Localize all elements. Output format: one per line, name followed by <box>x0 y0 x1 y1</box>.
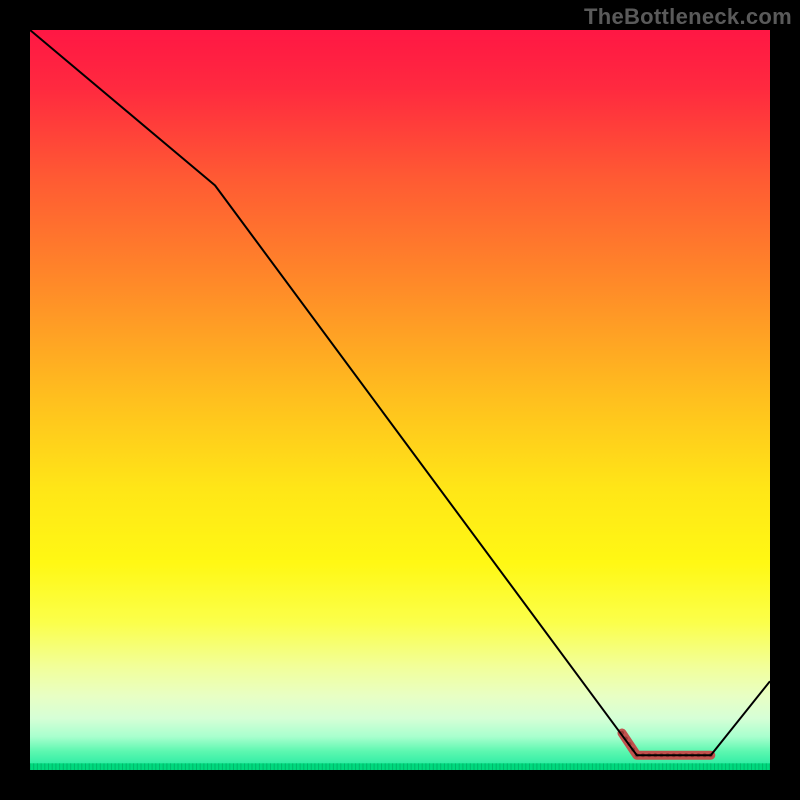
chart-svg <box>30 30 770 770</box>
attribution-text: TheBottleneck.com <box>584 4 792 30</box>
gradient-background <box>30 30 770 770</box>
bottom-ticks <box>30 763 770 770</box>
plot-area <box>30 30 770 770</box>
chart-frame: TheBottleneck.com <box>0 0 800 800</box>
